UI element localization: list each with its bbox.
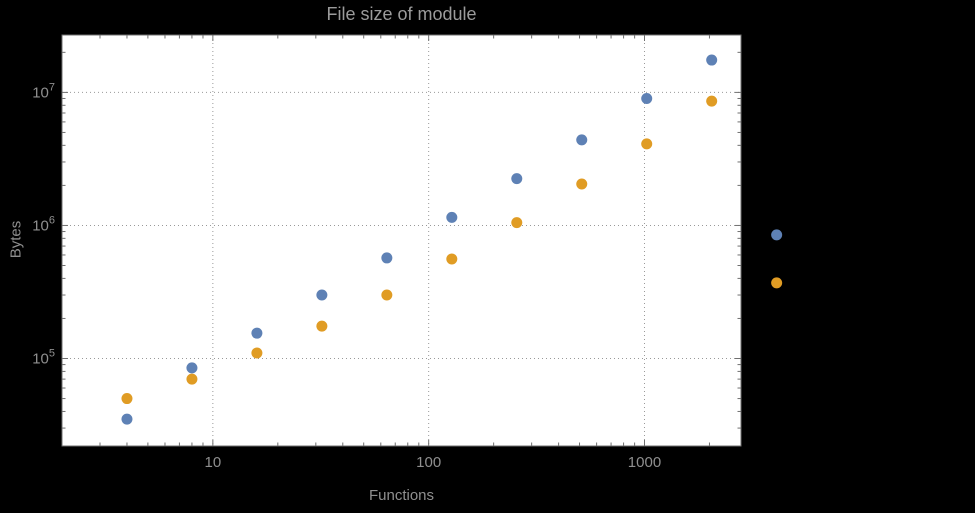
plot-area xyxy=(62,35,741,446)
y-tick-labels: 105 106 107 xyxy=(32,81,55,367)
data-point-blue xyxy=(316,289,328,301)
data-point-orange xyxy=(381,289,393,301)
y-tick-label: 105 xyxy=(32,348,55,368)
data-point-blue xyxy=(186,362,198,374)
x-tick-label: 100 xyxy=(416,454,441,471)
data-point-orange xyxy=(576,178,588,190)
data-point-orange xyxy=(511,217,523,229)
data-point-orange xyxy=(706,95,718,107)
data-point-orange xyxy=(121,393,133,405)
data-point-blue xyxy=(251,327,263,339)
chart-title: File size of module xyxy=(326,4,477,24)
data-point-blue xyxy=(771,229,783,241)
data-point-blue xyxy=(121,413,133,425)
data-point-blue xyxy=(576,134,588,146)
data-point-orange xyxy=(641,138,653,150)
series-blue xyxy=(121,54,783,425)
y-tick-label: 106 xyxy=(32,214,55,234)
data-point-blue xyxy=(446,211,458,223)
x-tick-labels: 10 100 1000 xyxy=(205,454,662,471)
data-point-blue xyxy=(706,54,718,66)
data-point-blue xyxy=(641,92,653,104)
data-point-orange xyxy=(446,253,458,265)
data-point-blue xyxy=(511,173,523,185)
data-point-blue xyxy=(381,252,393,264)
y-axis-label: Bytes xyxy=(7,220,25,259)
data-point-orange xyxy=(316,320,328,332)
data-point-orange xyxy=(251,347,263,359)
series-orange xyxy=(121,95,783,405)
plot-frame xyxy=(61,34,742,447)
x-tick-label: 1000 xyxy=(628,454,661,471)
data-point-orange xyxy=(771,277,783,289)
x-axis-label: Functions xyxy=(368,487,435,504)
y-tick-label: 107 xyxy=(32,81,55,101)
data-point-orange xyxy=(186,373,198,385)
axis-ticks xyxy=(61,35,741,446)
x-tick-label: 10 xyxy=(205,454,222,471)
